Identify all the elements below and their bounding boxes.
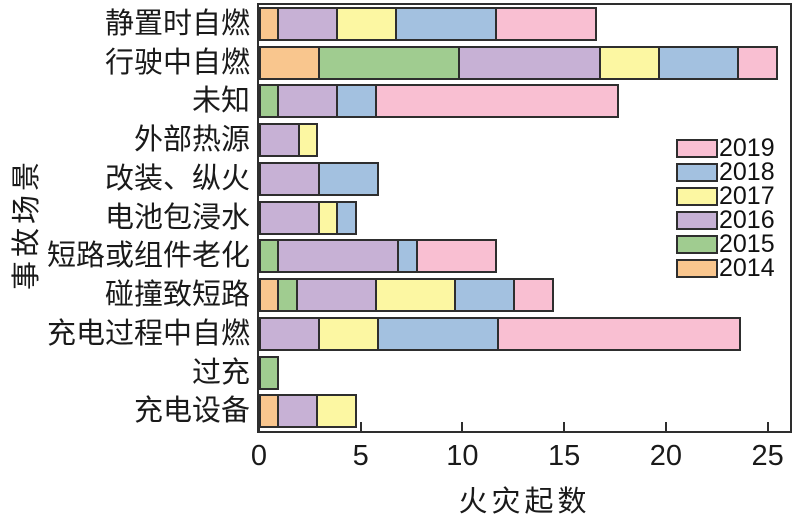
bar-segment-2018: [397, 239, 418, 274]
legend-label: 2017: [719, 182, 775, 210]
bar-segment-2018: [336, 200, 357, 235]
legend-item-2018: 2018: [676, 158, 775, 186]
legend-item-2017: 2017: [676, 182, 775, 210]
legend-swatch-icon: [676, 186, 718, 206]
bar-segment-2017: [316, 394, 357, 429]
legend: 2019 2018 2017 2016 2015 2014: [676, 134, 775, 282]
legend-swatch-icon: [676, 210, 718, 230]
bar-segment-2014: [259, 278, 280, 313]
bar-segment-2017: [297, 123, 319, 158]
bar-segment-2017: [375, 278, 457, 313]
x-tick-label: 5: [352, 440, 369, 472]
bar-row: [259, 7, 597, 41]
x-tick-mark: [664, 422, 667, 431]
legend-item-2016: 2016: [676, 206, 775, 234]
bar-segment-2015: [318, 45, 461, 80]
bar-segment-2016: [458, 45, 601, 80]
bar-segment-2016: [277, 394, 319, 429]
bar-segment-2016: [277, 239, 400, 274]
legend-swatch-icon: [676, 258, 718, 278]
bar-row: [259, 316, 742, 351]
legend-label: 2019: [719, 134, 775, 162]
bar-row: [259, 161, 380, 196]
legend-label: 2015: [719, 230, 775, 258]
bar-segment-2019: [375, 84, 620, 119]
bar-row: [259, 278, 555, 313]
bar-segment-2019: [497, 316, 742, 351]
bar-segment-2014: [259, 7, 280, 41]
bar-segment-2015: [277, 278, 298, 313]
legend-swatch-icon: [676, 234, 718, 254]
y-tick-label: 未知: [191, 85, 250, 118]
x-tick-label: 20: [649, 440, 683, 472]
x-tick-label: 15: [548, 440, 581, 472]
y-tick-label: 行驶中自燃: [104, 46, 250, 79]
y-tick-label: 改装、纵火: [104, 162, 250, 195]
bar-segment-2018: [318, 161, 380, 196]
bar-row: [259, 45, 778, 80]
legend-label: 2014: [719, 254, 775, 282]
bar-row: [259, 355, 280, 390]
x-tick-mark: [461, 422, 464, 431]
bar-segment-2018: [336, 84, 378, 119]
x-tick-mark: [766, 422, 769, 431]
bar-segment-2018: [377, 316, 500, 351]
bar-segment-2019: [737, 45, 778, 80]
bar-segment-2016: [295, 278, 378, 313]
bar-segment-2016: [259, 316, 321, 351]
y-tick-label: 电池包浸水: [104, 201, 250, 234]
y-tick-label: 短路或组件老化: [46, 240, 250, 273]
bar-segment-2015: [259, 84, 280, 119]
x-tick-mark: [563, 422, 566, 431]
y-tick-label: 充电设备: [133, 395, 250, 428]
bar-segment-2016: [277, 7, 339, 41]
bar-segment-2018: [657, 45, 740, 80]
bar-segment-2016: [259, 200, 321, 235]
bar-segment-2015: [259, 355, 280, 390]
y-tick-label: 外部热源: [133, 124, 250, 157]
bar-row: [259, 394, 357, 429]
bar-segment-2016: [259, 123, 300, 158]
legend-item-2019: 2019: [676, 134, 775, 162]
legend-swatch-icon: [676, 138, 718, 158]
bars-layer: [259, 5, 790, 431]
y-tick-label: 静置时自燃: [104, 8, 250, 40]
x-tick-label: 10: [446, 440, 479, 472]
bar-row: [259, 84, 620, 119]
legend-item-2015: 2015: [676, 230, 775, 258]
bar-row: [259, 200, 357, 235]
bar-row: [259, 239, 498, 274]
x-tick-mark: [359, 422, 362, 431]
y-tick-label: 碰撞致短路: [104, 279, 250, 312]
bar-segment-2019: [495, 7, 597, 41]
bar-segment-2018: [454, 278, 516, 313]
x-tick-label: 0: [250, 440, 268, 472]
x-tick-label: 25: [751, 440, 784, 472]
bar-segment-2017: [318, 316, 380, 351]
x-axis-title: 火灾起数: [458, 486, 591, 515]
y-tick-label: 充电过程中自燃: [46, 317, 250, 350]
bar-segment-2017: [318, 200, 339, 235]
bar-segment-2019: [513, 278, 555, 313]
y-tick-label: 过充: [191, 356, 250, 389]
bar-segment-2015: [259, 239, 280, 274]
bar-segment-2014: [259, 394, 280, 429]
legend-label: 2018: [719, 158, 775, 186]
bar-segment-2018: [395, 7, 498, 41]
bar-row: [259, 123, 319, 158]
bar-segment-2017: [336, 7, 398, 41]
bar-segment-2014: [259, 45, 321, 80]
bar-segment-2016: [277, 84, 339, 119]
legend-swatch-icon: [676, 162, 718, 182]
bar-segment-2017: [598, 45, 660, 80]
legend-label: 2016: [719, 206, 775, 234]
bar-segment-2016: [259, 161, 321, 196]
legend-item-2014: 2014: [676, 254, 775, 282]
bar-segment-2019: [415, 239, 498, 274]
